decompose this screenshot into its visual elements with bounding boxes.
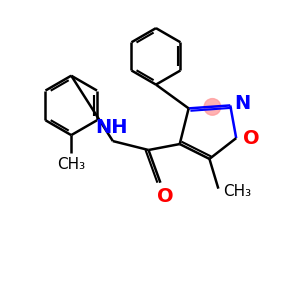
- Circle shape: [204, 99, 221, 115]
- Text: O: O: [243, 129, 260, 148]
- Text: NH: NH: [95, 118, 128, 136]
- Text: N: N: [235, 94, 251, 113]
- Text: O: O: [157, 187, 173, 206]
- Text: CH₃: CH₃: [223, 184, 251, 199]
- Text: CH₃: CH₃: [57, 158, 85, 172]
